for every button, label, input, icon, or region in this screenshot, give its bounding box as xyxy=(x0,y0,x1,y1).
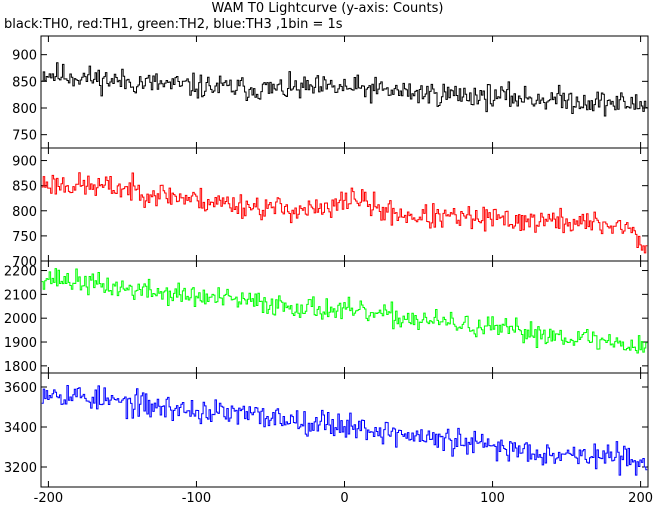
x-tick-label: 0 xyxy=(340,491,348,505)
y-tick-label: 2100 xyxy=(4,288,37,303)
y-tick-label: 700 xyxy=(12,255,37,270)
y-tick-label: 900 xyxy=(12,49,37,64)
y-tick-label: 1900 xyxy=(4,336,37,351)
panel-frame-th2 xyxy=(40,260,649,374)
y-tick-label: 3200 xyxy=(4,461,37,476)
y-tick-label: 3400 xyxy=(4,421,37,436)
y-tick-label: 850 xyxy=(12,180,37,195)
panel-frame-th3 xyxy=(40,372,649,488)
series-line-th2 xyxy=(41,268,648,354)
x-tick-label: -200 xyxy=(34,491,64,505)
y-tick-label: 3600 xyxy=(4,381,37,396)
x-tick-label: 100 xyxy=(480,491,505,505)
y-tick-label: 750 xyxy=(12,230,37,245)
panel-frame-th0 xyxy=(40,35,649,149)
y-tick-label: 1800 xyxy=(4,360,37,375)
series-line-th3 xyxy=(41,384,648,476)
y-tick-label: 800 xyxy=(12,205,37,220)
chart-title: WAM T0 Lightcurve (y-axis: Counts) xyxy=(211,1,444,16)
series-line-th1 xyxy=(41,172,648,254)
series-line-th0 xyxy=(41,62,648,117)
y-tick-label: 850 xyxy=(12,75,37,90)
y-tick-label: 800 xyxy=(12,102,37,117)
y-tick-label: 2000 xyxy=(4,312,37,327)
x-tick-label: 200 xyxy=(628,491,653,505)
y-tick-label: 750 xyxy=(12,129,37,144)
panel-frame-th1 xyxy=(40,147,649,262)
chart-subtitle: black:TH0, red:TH1, green:TH2, blue:TH3 … xyxy=(4,17,343,32)
y-tick-label: 2200 xyxy=(4,265,37,280)
x-tick-label: -100 xyxy=(182,491,212,505)
y-tick-label: 900 xyxy=(12,155,37,170)
